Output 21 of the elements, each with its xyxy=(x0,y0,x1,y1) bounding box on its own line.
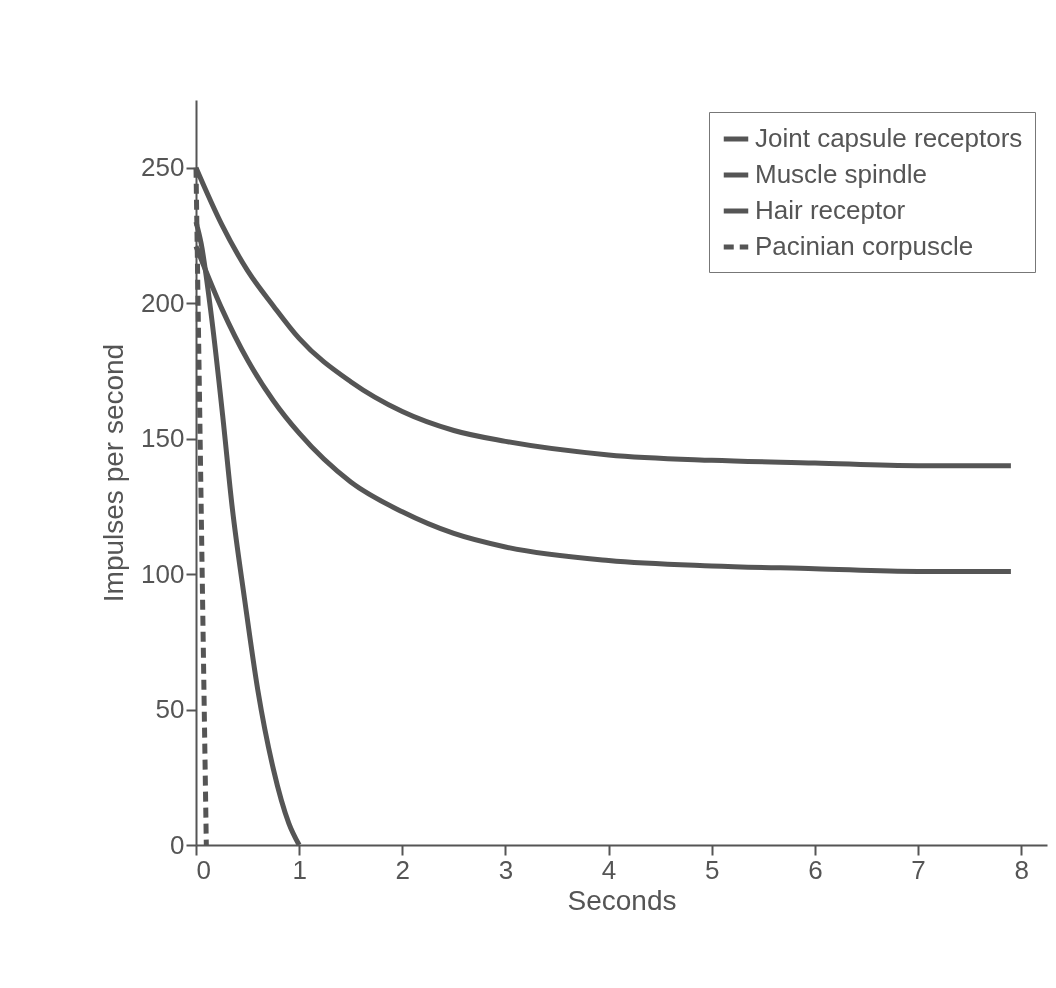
y-tick-label: 100 xyxy=(141,558,185,589)
x-tick-label: 3 xyxy=(498,854,514,885)
legend-label: Pacinian corpuscle xyxy=(755,231,974,261)
y-tick-label: 0 xyxy=(170,829,185,860)
y-tick-label: 200 xyxy=(141,287,185,318)
x-tick-label: 1 xyxy=(292,854,307,885)
y-tick-label: 250 xyxy=(141,152,185,183)
legend-label: Hair receptor xyxy=(755,195,906,225)
y-tick-label: 150 xyxy=(141,423,185,454)
y-tick-label: 50 xyxy=(155,694,185,725)
x-axis-title: Seconds xyxy=(567,884,677,916)
x-tick-label: 6 xyxy=(808,854,823,885)
x-tick-label: 0 xyxy=(196,854,211,885)
legend-label: Joint capsule receptors xyxy=(755,123,1023,153)
x-tick-label: 4 xyxy=(601,854,617,885)
legend-label: Muscle spindle xyxy=(755,159,927,189)
x-tick-label: 7 xyxy=(911,854,926,885)
x-tick-label: 8 xyxy=(1014,854,1029,885)
x-tick-label: 2 xyxy=(395,854,411,885)
x-tick-label: 5 xyxy=(705,854,720,885)
y-axis-title: Impulses per second xyxy=(98,343,130,603)
